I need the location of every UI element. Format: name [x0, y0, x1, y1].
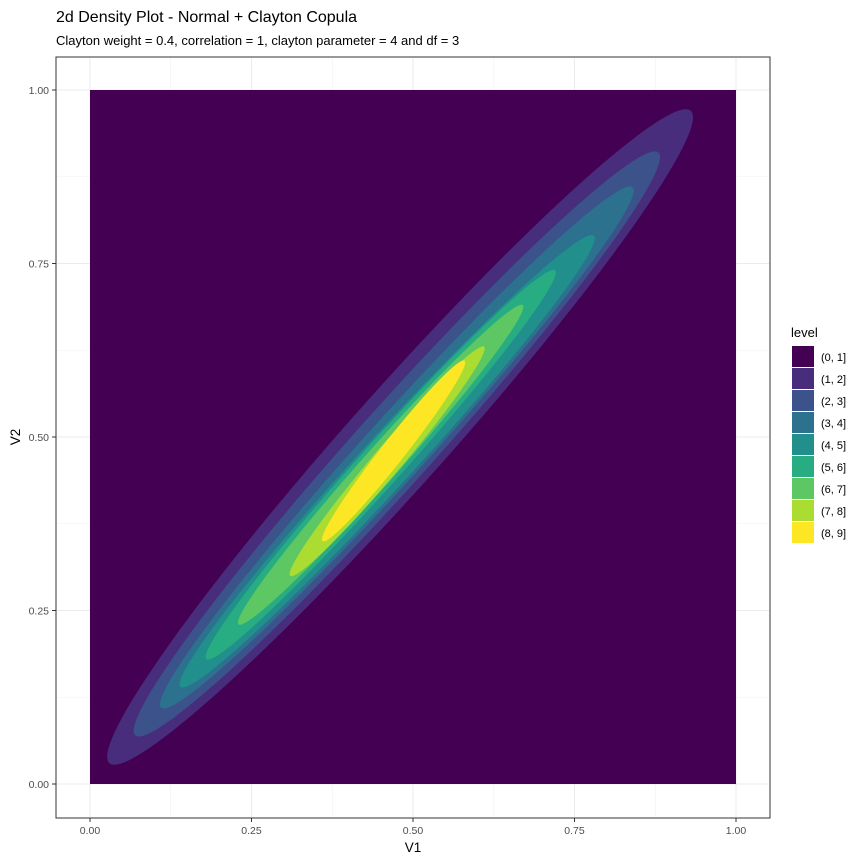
y-tick-label: 0.75	[29, 259, 50, 271]
legend-key	[792, 390, 814, 411]
legend-key	[792, 412, 814, 433]
legend-key	[792, 500, 814, 521]
density-band-8-9	[321, 360, 466, 542]
legend-label: (3, 4]	[821, 418, 846, 430]
legend-label: (2, 3]	[821, 396, 846, 408]
y-axis-title: V2	[8, 429, 23, 446]
density-contours	[90, 90, 736, 784]
legend-title: level	[791, 325, 818, 340]
x-axis-title: V1	[405, 840, 422, 855]
chart-subtitle: Clayton weight = 0.4, correlation = 1, c…	[56, 33, 459, 48]
legend-label: (4, 5]	[821, 440, 846, 452]
x-tick-label: 0.00	[80, 825, 101, 837]
legend-key	[792, 456, 814, 477]
legend-label: (6, 7]	[821, 484, 846, 496]
legend: level (0, 1] (1, 2] (2, 3] (3, 4] (4, 5] (5, …	[791, 325, 846, 543]
legend-key	[792, 522, 814, 543]
legend-key	[792, 368, 814, 389]
legend-label: (8, 9]	[821, 528, 846, 540]
legend-label: (5, 6]	[821, 462, 846, 474]
legend-key	[792, 434, 814, 455]
legend-key	[792, 478, 814, 499]
chart-title: 2d Density Plot - Normal + Clayton Copul…	[56, 9, 357, 26]
y-tick-label: 0.50	[29, 432, 50, 444]
x-tick-label: 0.25	[241, 825, 262, 837]
legend-label: (1, 2]	[821, 374, 846, 386]
y-tick-label: 0.25	[29, 606, 50, 618]
x-tick-label: 1.00	[726, 825, 747, 837]
legend-key	[792, 346, 814, 367]
axis-ticks: 0.00 0.25 0.50 0.75 1.00 0.00 0.25 0.50 0.75 1.00	[29, 85, 747, 837]
x-tick-label: 0.75	[564, 825, 585, 837]
x-tick-label: 0.50	[403, 825, 424, 837]
legend-label: (0, 1]	[821, 352, 846, 364]
y-tick-label: 1.00	[29, 85, 50, 97]
y-tick-label: 0.00	[29, 779, 50, 791]
legend-label: (7, 8]	[821, 506, 846, 518]
